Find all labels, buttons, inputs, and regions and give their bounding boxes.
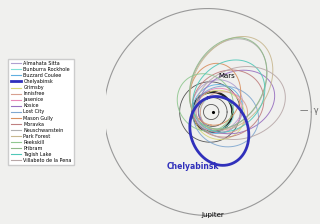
Text: —  γ: — γ [300, 106, 319, 115]
Text: Chelyabinsk: Chelyabinsk [167, 162, 220, 171]
Legend: Almahata Sitta, Bunburra Rockhole, Buzzard Coulee, Chelyabinsk, Grimsby, Innisfr: Almahata Sitta, Bunburra Rockhole, Buzza… [8, 58, 74, 166]
Text: Mars: Mars [218, 73, 235, 79]
Text: Jupiter: Jupiter [201, 211, 224, 218]
